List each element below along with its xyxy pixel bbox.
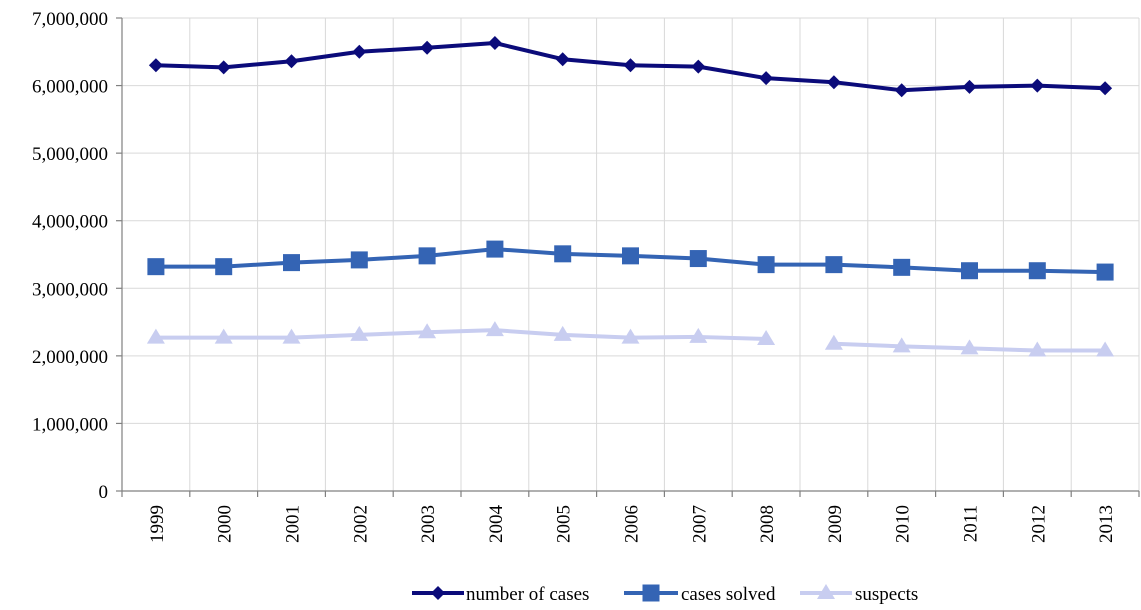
- legend-item-cases-solved: cases solved: [624, 584, 776, 605]
- legend-marker: [817, 584, 835, 599]
- x-tick-label: 2002: [350, 505, 371, 543]
- x-tick-label: 2007: [689, 505, 710, 543]
- y-axis-tick-labels: 0 1,000,000 2,000,000 3,000,000 4,000,000 5,0…: [32, 9, 108, 503]
- x-tick-label: 2013: [1096, 505, 1117, 543]
- data-point-number-of-cases: [826, 75, 841, 90]
- data-point-number-of-cases: [962, 79, 977, 94]
- y-tick-label: 2,000,000: [32, 347, 108, 368]
- data-point-number-of-cases: [148, 58, 163, 73]
- x-tick-label: 2008: [757, 505, 778, 543]
- legend-marker: [642, 584, 660, 602]
- series-line-suspects: [155, 328, 767, 341]
- data-point-number-of-cases: [284, 54, 299, 69]
- x-tick-label: 2012: [1028, 505, 1049, 543]
- data-point-cases-solved: [893, 258, 911, 276]
- data-point-cases-solved: [757, 256, 775, 274]
- legend-item-number-of-cases: number of cases: [412, 584, 589, 605]
- x-tick-label: 2006: [622, 505, 643, 543]
- data-point-number-of-cases: [352, 44, 367, 59]
- y-tick-label: 4,000,000: [32, 212, 108, 233]
- legend: number of cases cases solved suspects: [412, 584, 918, 605]
- x-tick-label: 2000: [215, 505, 236, 543]
- series-markers: [146, 36, 1115, 357]
- data-point-number-of-cases: [1098, 81, 1113, 96]
- data-point-cases-solved: [283, 254, 300, 272]
- y-tick-label: 0: [99, 482, 109, 503]
- data-point-number-of-cases: [420, 40, 435, 55]
- data-point-suspects: [960, 339, 979, 355]
- data-point-suspects: [1028, 341, 1047, 357]
- legend-item-suspects: suspects: [800, 584, 918, 605]
- x-tick-label: 2001: [283, 505, 304, 543]
- data-point-number-of-cases: [691, 59, 706, 74]
- data-point-cases-solved: [147, 258, 165, 276]
- y-tick-label: 7,000,000: [32, 9, 108, 30]
- data-point-suspects: [418, 323, 437, 339]
- y-tick-label: 5,000,000: [32, 144, 108, 165]
- data-point-number-of-cases: [555, 52, 570, 67]
- data-point-suspects: [757, 329, 776, 345]
- data-point-cases-solved: [961, 262, 978, 280]
- x-tick-label: 2011: [961, 505, 982, 542]
- data-point-suspects: [214, 328, 233, 344]
- data-point-suspects: [350, 325, 369, 341]
- data-point-suspects: [1096, 341, 1115, 357]
- x-tick-label: 2009: [825, 505, 846, 543]
- data-point-cases-solved: [215, 258, 233, 276]
- data-point-cases-solved: [350, 251, 368, 269]
- x-tick-label: 2010: [893, 505, 914, 543]
- data-point-number-of-cases: [759, 71, 774, 86]
- x-tick-label: 2004: [486, 505, 507, 543]
- data-point-cases-solved: [689, 250, 707, 268]
- y-tick-label: 1,000,000: [32, 414, 108, 435]
- data-point-cases-solved: [486, 240, 504, 258]
- data-point-suspects: [146, 328, 165, 344]
- data-point-cases-solved: [418, 247, 436, 265]
- legend-label: suspects: [855, 584, 918, 605]
- y-tick-label: 6,000,000: [32, 77, 108, 98]
- data-point-cases-solved: [825, 256, 843, 274]
- data-point-cases-solved: [1028, 262, 1046, 280]
- x-axis-tick-labels: 1999 2000 2001 2002 2003 2004 2005 2006 2007 2008…: [147, 505, 1117, 543]
- data-point-cases-solved: [554, 245, 572, 263]
- data-point-suspects: [485, 321, 504, 337]
- data-point-suspects: [892, 337, 911, 353]
- data-point-suspects: [689, 327, 708, 343]
- data-point-suspects: [824, 334, 843, 350]
- data-point-suspects: [282, 328, 301, 344]
- data-point-number-of-cases: [623, 58, 638, 73]
- data-point-number-of-cases: [216, 60, 231, 75]
- data-point-cases-solved: [622, 247, 639, 265]
- legend-label: cases solved: [681, 584, 776, 605]
- legend-marker: [431, 586, 445, 600]
- data-point-suspects: [621, 328, 640, 344]
- data-point-cases-solved: [1096, 263, 1114, 281]
- x-tick-label: 2005: [554, 505, 575, 543]
- y-tick-label: 3,000,000: [32, 279, 108, 300]
- x-tick-label: 2003: [418, 505, 439, 543]
- legend-label: number of cases: [466, 584, 589, 605]
- data-point-suspects: [553, 325, 572, 341]
- series-lines: [155, 41, 1106, 353]
- x-tick-label: 1999: [147, 505, 168, 543]
- data-point-number-of-cases: [487, 36, 502, 51]
- data-point-number-of-cases: [894, 83, 909, 98]
- data-point-number-of-cases: [1030, 78, 1045, 93]
- axes: [116, 17, 1140, 497]
